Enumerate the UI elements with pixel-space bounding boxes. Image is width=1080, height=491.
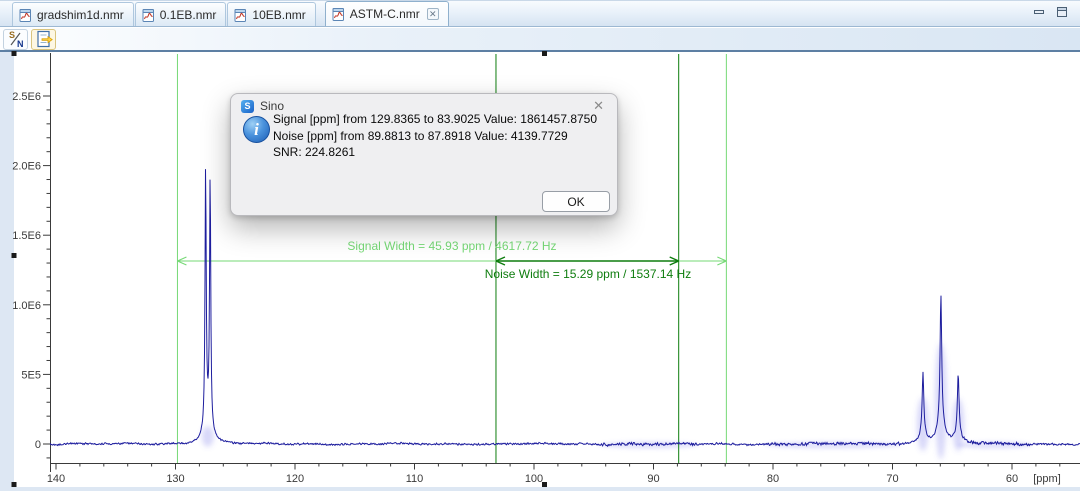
- window-left-margin: [0, 52, 14, 491]
- selection-handle[interactable]: [11, 253, 17, 258]
- tab-gradshim1d[interactable]: gradshim1d.nmr: [12, 2, 134, 26]
- y-tick-label: 1.0E6: [12, 300, 41, 312]
- spectrum-trace: [49, 169, 1080, 448]
- signal-result-line: Signal [ppm] from 129.8365 to 83.9025 Va…: [273, 112, 598, 126]
- y-tick-label: 5E5: [21, 369, 41, 381]
- x-axis-unit-label: [ppm]: [1033, 473, 1061, 485]
- x-tick-label: 110: [406, 473, 424, 485]
- restore-icon[interactable]: [1056, 6, 1068, 18]
- export-report-button[interactable]: [31, 28, 56, 50]
- nmr-file-icon: [332, 8, 344, 21]
- y-tick-label: 1.5E6: [12, 230, 41, 242]
- noise-result-line: Noise [ppm] from 89.8813 to 87.8918 Valu…: [273, 128, 568, 143]
- noise-width-annotation: Noise Width = 15.29 ppm / 1537.14 Hz: [485, 267, 691, 281]
- sn-icon: S N: [9, 30, 24, 48]
- dialog-close-icon[interactable]: ✕: [593, 98, 604, 113]
- dialog-message: Signal [ppm] from 129.8365 to 83.9025 Va…: [273, 111, 611, 161]
- y-tick-label: 0: [35, 439, 41, 451]
- document-export-icon: [36, 30, 53, 48]
- tab-10eb[interactable]: 10EB.nmr: [227, 2, 316, 26]
- signal-to-noise-button[interactable]: S N: [3, 28, 28, 50]
- signal-width-arrow-right-head: [717, 256, 727, 266]
- dialog-title: Sino: [260, 99, 285, 113]
- minimize-icon[interactable]: [1033, 7, 1046, 17]
- selection-handle[interactable]: [542, 51, 547, 56]
- peak-glow: [201, 426, 214, 447]
- editor-tab-bar: gradshim1d.nmr 0.1EB.nmr 10EB.nmr: [0, 1, 1080, 27]
- x-tick-label: 60: [1006, 473, 1018, 485]
- selection-handle[interactable]: [11, 51, 17, 56]
- tab-label: 0.1EB.nmr: [159, 7, 217, 22]
- sino-app-icon: S: [241, 99, 254, 113]
- tab-0-1eb[interactable]: 0.1EB.nmr: [134, 2, 227, 26]
- selection-handle[interactable]: [11, 482, 17, 487]
- signal-width-annotation: Signal Width = 45.93 ppm / 4617.72 Hz: [347, 239, 556, 253]
- peak-glow: [916, 397, 929, 452]
- svg-text:N: N: [17, 39, 24, 48]
- peak-glow: [934, 343, 947, 460]
- x-tick-label: 80: [767, 473, 779, 485]
- nmr-file-icon: [234, 8, 247, 22]
- x-tick-label: 90: [647, 473, 659, 485]
- spectrum-plot[interactable]: 2.5E6 2.0E6 1.5E6 1.0E6 5E5 0 140 130 120 110 100 9…: [0, 51, 1080, 491]
- x-tick-label: 100: [525, 473, 543, 485]
- window-bottom-margin: [0, 487, 1080, 491]
- y-tick-label: 2.0E6: [12, 161, 41, 173]
- x-tick-label: 140: [47, 473, 65, 485]
- x-tick-label: 70: [886, 473, 898, 485]
- sino-result-dialog: S Sino ✕ i Signal [ppm] from 129.8365 to…: [230, 93, 618, 216]
- nmr-file-icon: [142, 8, 154, 22]
- nmr-file-icon: [19, 8, 31, 22]
- peak-glow: [952, 398, 965, 452]
- svg-text:S: S: [9, 30, 15, 40]
- noise-width-arrow-right-head: [669, 256, 679, 266]
- tab-label: gradshim1d.nmr: [37, 7, 124, 22]
- toolbar-separator: [0, 50, 1080, 52]
- info-icon: i: [243, 116, 270, 143]
- selection-handle[interactable]: [542, 482, 547, 487]
- view-toolbar: S N: [0, 28, 1080, 50]
- tab-label: ASTM-C.nmr: [349, 7, 420, 21]
- tab-label: 10EB.nmr: [252, 7, 306, 22]
- tab-astm-c-active[interactable]: ASTM-C.nmr ✕: [324, 1, 449, 26]
- tab-close-icon[interactable]: ✕: [426, 8, 439, 20]
- dialog-title-bar[interactable]: S Sino: [241, 99, 284, 113]
- noise-width-arrow-left-head: [495, 256, 506, 266]
- ok-button[interactable]: OK: [542, 191, 610, 212]
- snr-result-line: SNR: 224.8261: [273, 145, 356, 159]
- signal-width-arrow-left-head: [177, 256, 187, 266]
- x-tick-label: 130: [166, 473, 184, 485]
- y-tick-label: 2.5E6: [12, 91, 41, 103]
- x-tick-label: 120: [286, 473, 304, 485]
